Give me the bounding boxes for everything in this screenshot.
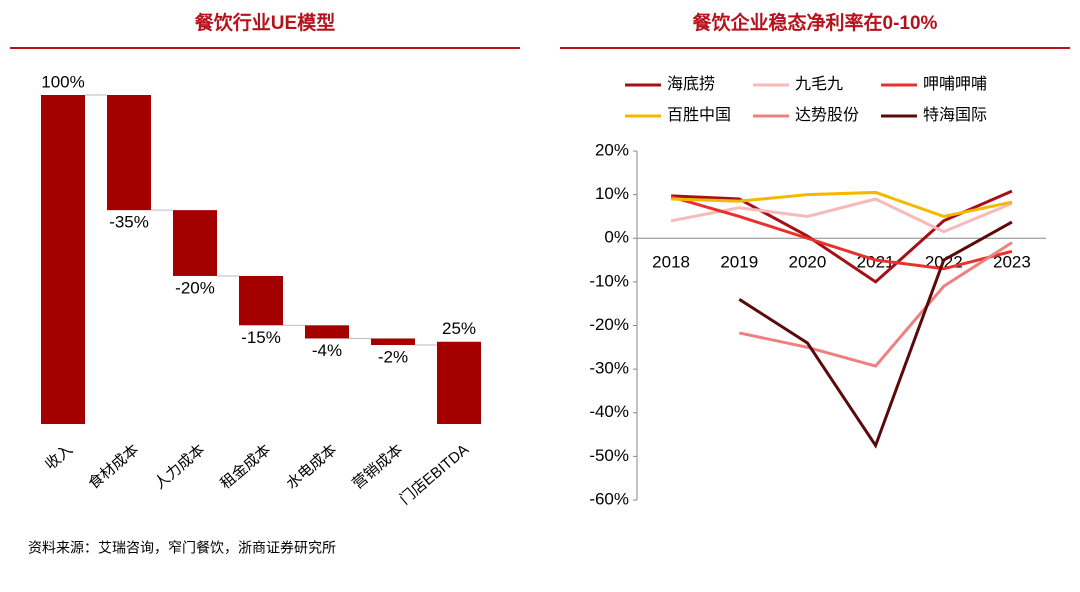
x-tick-label: 人力成本	[151, 441, 208, 493]
bar	[41, 95, 85, 424]
y-tick-label: -10%	[589, 271, 629, 290]
x-tick-label: 2019	[720, 253, 758, 272]
x-tick-label: 租金成本	[217, 441, 274, 493]
legend-label: 海底捞	[667, 75, 715, 93]
series-line	[738, 241, 1013, 368]
x-tick-label: 收入	[42, 441, 76, 473]
bar	[371, 338, 415, 346]
legend-label: 呷哺呷哺	[923, 75, 987, 93]
legend-label: 九毛九	[795, 75, 843, 93]
value-label: -35%	[109, 213, 149, 232]
value-label: 25%	[442, 319, 476, 338]
value-label: -15%	[241, 328, 281, 347]
x-tick-label: 门店EBITDA	[397, 441, 472, 508]
series-line	[670, 195, 1013, 271]
series-line	[738, 220, 1013, 449]
bar	[239, 275, 283, 326]
y-tick-label: -40%	[589, 402, 629, 421]
y-tick-label: 10%	[595, 184, 629, 203]
y-tick-label: -60%	[589, 489, 629, 508]
legend-label: 特海国际	[923, 106, 987, 124]
value-label: -4%	[312, 341, 342, 360]
chart-title: 餐饮企业稳态净利率在0-10%	[693, 11, 938, 34]
y-tick-label: -20%	[589, 315, 629, 334]
series-line	[671, 190, 1013, 218]
bar	[437, 341, 481, 424]
x-tick-label: 2023	[993, 253, 1031, 272]
y-tick-label: -50%	[589, 446, 629, 465]
y-tick-label: 20%	[595, 140, 629, 159]
x-tick-label: 水电成本	[283, 441, 340, 493]
value-label: -20%	[175, 278, 215, 297]
y-tick-label: -30%	[589, 359, 629, 378]
chart-title: 餐饮行业UE模型	[195, 11, 335, 34]
x-tick-label: 2018	[652, 253, 690, 272]
x-tick-label: 食材成本	[85, 441, 142, 493]
bar	[107, 95, 151, 211]
x-tick-label: 营销成本	[349, 441, 406, 493]
bar	[173, 210, 217, 276]
source-note: 资料来源：艾瑞咨询，窄门餐饮，浙商证券研究所	[28, 540, 336, 556]
series-line	[670, 197, 1013, 234]
legend-label: 百胜中国	[667, 106, 731, 124]
legend-label: 达势股份	[795, 106, 859, 124]
value-label: -2%	[378, 348, 408, 367]
bar	[305, 325, 349, 339]
x-tick-label: 2020	[789, 253, 827, 272]
series-line	[671, 189, 1013, 284]
value-label: 100%	[41, 72, 84, 91]
y-tick-label: 0%	[604, 228, 629, 247]
